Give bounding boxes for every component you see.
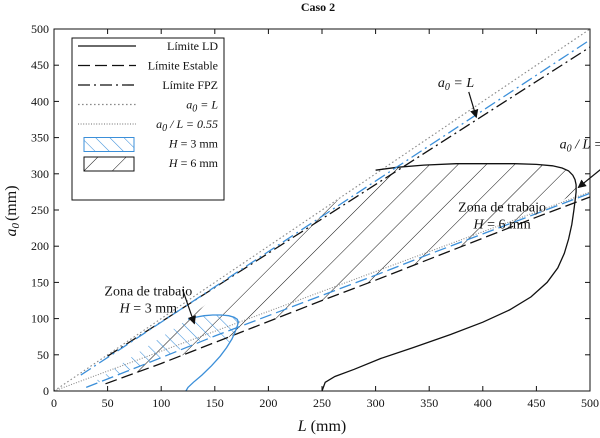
legend: Límite LD Límite Estable Límite FPZ a0 = L a… [71,37,225,201]
annotation-work-zone: Zona de trabajo H = 3 mm [104,284,192,316]
x-tick-label: 400 [474,396,492,410]
series-limite-estable-h-6-mm [105,196,591,385]
y-tick-label: 300 [31,167,49,181]
annotation-arrow [577,169,600,189]
legend-label: H = 3 mm [168,137,219,151]
legend-item-limite-ld: Límite LD [78,39,218,53]
legend-item-h-3-mm: H = 3 mm [83,137,219,152]
y-axis-ticks: 0 50 100 150 200 250 300 350 400 450 500 [31,22,590,398]
y-tick-label: 500 [31,22,49,36]
y-tick-label: 350 [31,131,49,145]
legend-label: Límite LD [167,39,218,53]
annotation-arrow [182,289,196,325]
series-limite-ld-h-3-mm [185,314,240,392]
x-tick-label: 200 [259,396,277,410]
x-tick-label: 300 [367,396,385,410]
annotations: Zona de trabajo H = 6 mm Zona de trabajo H … [104,76,600,325]
annotation-work-zone: Zona de trabajo H = 6 mm [458,200,546,232]
legend-label: H = 6 mm [168,156,219,170]
y-tick-label: 100 [31,312,49,326]
legend-item-h-6-mm: H = 6 mm [83,156,219,172]
y-tick-label: 200 [31,239,49,253]
legend-label: a0 = L [186,98,218,115]
x-tick-label: 450 [527,396,545,410]
y-tick-label: 150 [31,275,49,289]
x-tick-label: 350 [420,396,438,410]
x-tick-label: 150 [206,396,224,410]
x-axis-label: L (mm) [297,418,346,435]
legend-item-a0-l-0-55: a0 / L = 0.55 [78,117,218,134]
legend-item-limite-fpz: Límite FPZ [78,78,218,92]
series-limite-fpz-h-3-mm [80,39,591,376]
series-limite-ld-h-6-mm [321,163,577,392]
legend-label: Límite Estable [148,59,218,73]
x-tick-label: 0 [51,396,57,410]
chart-title: Caso 2 [301,0,335,14]
x-tick-label: 50 [102,396,114,410]
y-tick-label: 400 [31,94,49,108]
x-axis-ticks: 0 50 100 150 200 250 300 350 400 450 500 [51,29,599,410]
legend-swatch [83,156,135,172]
annotation-arrow [468,91,479,119]
y-axis-label: a0(mm) [3,185,22,236]
x-tick-label: 500 [581,396,599,410]
legend-item-limite-estable: Límite Estable [78,59,218,73]
y-tick-label: 450 [31,58,49,72]
y-tick-label: 50 [37,348,49,362]
series-limite-estable-h-3-mm [85,192,591,389]
x-tick-label: 250 [313,396,331,410]
annotation-a0-l-0-55: a0 / L = 0.55 [560,137,600,154]
legend-label: a0 / L = 0.55 [156,117,218,134]
y-tick-label: 250 [31,203,49,217]
legend-label: Límite FPZ [162,78,218,92]
legend-item-a0-l: a0 = L [78,98,218,115]
y-tick-label: 0 [43,384,49,398]
annotation-a0-l: a0 = L [438,76,474,93]
legend-swatch [83,137,135,152]
x-tick-label: 100 [152,396,170,410]
series-a0-l-0-55 [53,191,591,392]
